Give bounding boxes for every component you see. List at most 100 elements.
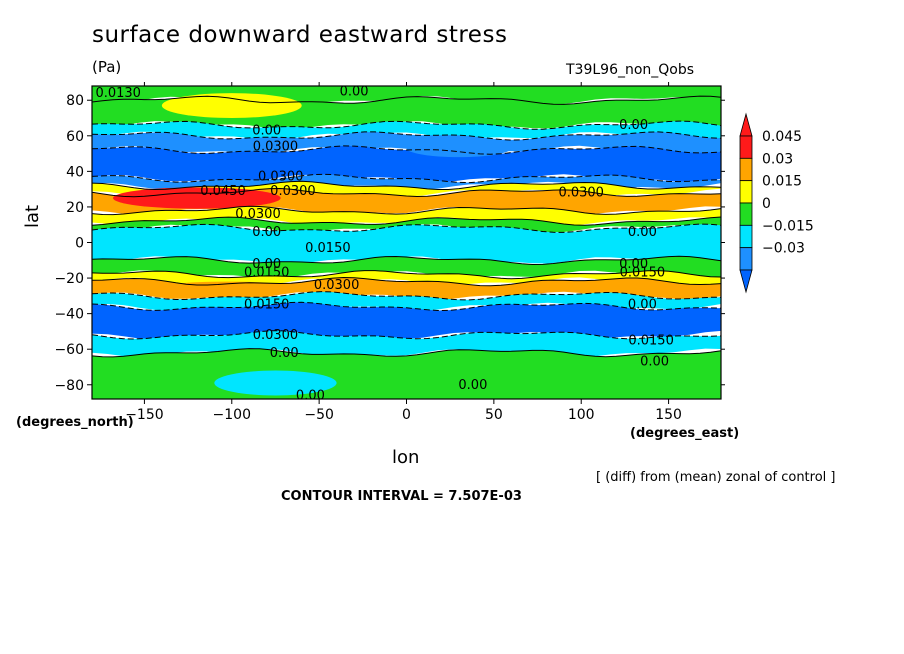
- contour-label: 0.0130: [95, 86, 141, 101]
- diff-note: [ (diff) from (mean) zonal of control ]: [596, 470, 836, 485]
- contour-line: [92, 291, 721, 301]
- contour-band: [92, 224, 721, 265]
- contour-line: [92, 131, 721, 141]
- colorbar-swatch: [739, 157, 753, 182]
- contour-label: 0.0300: [258, 170, 304, 185]
- contour-label: 0.0300: [314, 278, 360, 293]
- colorbar-swatch: [739, 135, 753, 159]
- contour-label: 0.0300: [253, 328, 299, 343]
- contour-line: [92, 255, 721, 266]
- contour-line: [92, 330, 721, 340]
- colorbar: −0.03 −0.015 0 0.015 0.03 0.045: [739, 112, 814, 294]
- contour-label: 0.00: [270, 346, 299, 361]
- contour-band: [92, 206, 721, 226]
- colorbar-swatch: [739, 224, 753, 249]
- contour-patch: [214, 370, 337, 396]
- contour-label: 0.00: [619, 118, 648, 133]
- contour-label: 0.0150: [620, 266, 666, 281]
- contour-line: [92, 216, 721, 226]
- contour-band: [92, 121, 721, 140]
- contour-label: 0.00: [296, 388, 325, 403]
- contour-label: 0.0450: [200, 184, 246, 199]
- y-tick-label: 60: [66, 129, 84, 145]
- colorbar-label: 0.015: [762, 174, 802, 190]
- contour-band: [92, 291, 721, 311]
- colorbar-top-arrow: [739, 112, 753, 137]
- y-axis-unit: (degrees_north): [16, 415, 134, 430]
- contour-patch: [112, 187, 281, 209]
- contour-label: 0.00: [628, 225, 657, 240]
- x-tick-label: −150: [125, 407, 163, 423]
- contour-label: 0.00: [619, 257, 648, 272]
- contour-label: 0.00: [252, 123, 281, 138]
- y-tick-label: −60: [54, 342, 84, 358]
- contour-label: 0.0150: [305, 241, 351, 256]
- x-tick-label: 0: [402, 407, 411, 423]
- colorbar-label: 0: [762, 196, 771, 212]
- contour-band: [92, 330, 721, 357]
- x-axis-label: lon: [392, 447, 420, 468]
- colorbar-swatch: [739, 202, 753, 226]
- colorbar-swatch: [739, 247, 753, 271]
- contour-line: [92, 301, 721, 312]
- contour-band: [92, 256, 721, 279]
- y-tick-label: −40: [54, 307, 84, 323]
- contour-label: 0.00: [252, 225, 281, 240]
- colorbar-label: 0.03: [762, 151, 793, 167]
- y-tick-label: −20: [54, 271, 84, 287]
- contour-line: [92, 187, 721, 198]
- y-axis-label: lat: [22, 204, 43, 228]
- y-tick-label: 0: [75, 236, 84, 252]
- contour-band: [92, 131, 721, 155]
- colorbar-swatch: [739, 180, 753, 204]
- contour-line: [92, 205, 721, 216]
- contour-band: [92, 181, 721, 197]
- contour-band: [92, 302, 721, 340]
- x-tick-label: −50: [304, 407, 334, 423]
- chart-title: surface downward eastward stress: [92, 22, 508, 48]
- contour-band: [92, 86, 721, 105]
- contour-label: 0.0150: [244, 266, 290, 281]
- contour-line: [92, 120, 721, 130]
- contour-label: 0.00: [252, 257, 281, 272]
- contour-label: 0.00: [640, 355, 669, 370]
- contour-patch: [161, 93, 302, 119]
- contour-line: [92, 95, 721, 105]
- y-tick-label: 20: [66, 200, 84, 216]
- contour-label: 0.0300: [253, 139, 299, 154]
- contour-line: [92, 223, 721, 233]
- x-tick-label: −100: [213, 407, 251, 423]
- axes: −150 −100 −50 0 50 100 150 −80 −60 −40 −20 0 20 40 60 8…: [54, 82, 725, 423]
- contour-line: [92, 145, 721, 155]
- colorbar-label: −0.015: [762, 218, 814, 234]
- contour-label: 0.0300: [270, 184, 316, 199]
- x-tick-label: 150: [655, 407, 682, 423]
- chart-units: (Pa): [92, 58, 122, 76]
- contour-label: 0.0150: [244, 298, 290, 313]
- run-name: T39L96_non_Qobs: [566, 62, 695, 78]
- contour-patch: [406, 139, 512, 158]
- contour-label: 0.00: [340, 84, 369, 99]
- x-tick-label: 100: [568, 407, 595, 423]
- contour-label: 0.0300: [235, 207, 281, 222]
- contour-patch: [153, 281, 302, 296]
- y-tick-label: 80: [66, 93, 84, 109]
- colorbar-bottom-arrow: [739, 269, 753, 294]
- contour-band: [92, 145, 721, 183]
- colorbar-label: −0.03: [762, 241, 805, 257]
- colorbar-label: 0.045: [762, 129, 802, 145]
- contour-line: [92, 173, 721, 184]
- contour-interval: CONTOUR INTERVAL = 7.507E-03: [281, 489, 522, 504]
- contour-line: [92, 348, 721, 358]
- x-tick-label: 50: [485, 407, 503, 423]
- y-tick-label: −80: [54, 378, 84, 394]
- contour-line: [92, 270, 721, 280]
- contour-label: 0.00: [458, 378, 487, 393]
- contour-line: [92, 276, 721, 287]
- y-tick-label: 40: [66, 164, 84, 180]
- contour-label: 0.0300: [558, 186, 604, 201]
- x-axis-unit: (degrees_east): [630, 426, 740, 441]
